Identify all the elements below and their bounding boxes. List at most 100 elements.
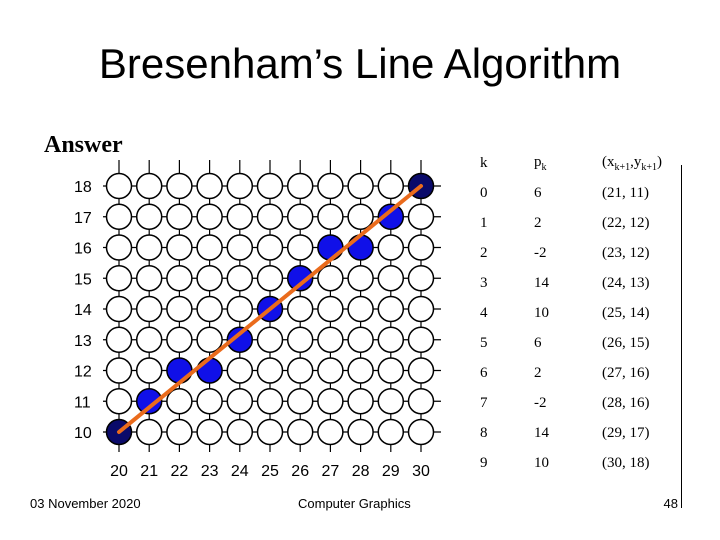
pixel-circle <box>196 172 223 200</box>
cell-point: (30, 18) <box>602 454 650 471</box>
pixel-circle <box>226 357 254 384</box>
pixel-circle <box>196 418 223 446</box>
header-p-sub: k <box>541 161 547 173</box>
y-tick-label: 12 <box>74 364 92 381</box>
cell-p: 10 <box>534 304 549 321</box>
pixel-circle <box>105 357 133 384</box>
header-x: (x <box>602 153 615 170</box>
pixel-circle <box>377 357 405 384</box>
table-row: 6 2 (27, 16) <box>466 358 692 388</box>
pixel-circle <box>105 265 133 292</box>
y-tick-label: 14 <box>74 302 92 319</box>
y-tick-label: 17 <box>74 210 92 227</box>
pixel-circle <box>347 357 374 384</box>
pixel-circle <box>226 295 254 323</box>
pixel-circle <box>256 234 284 261</box>
pixel-circle <box>196 388 223 415</box>
pixel-circle <box>317 357 344 384</box>
cell-p: -2 <box>534 394 547 411</box>
x-tick-label: 29 <box>382 463 400 480</box>
table-row: 1 2 (22, 12) <box>466 208 692 238</box>
pixel-circle <box>377 172 405 200</box>
pixel-circle <box>407 295 435 323</box>
pixel-circle <box>226 234 254 261</box>
pixel-circle <box>317 265 344 292</box>
pixel-circle <box>226 203 254 230</box>
x-tick-label: 23 <box>201 463 219 480</box>
ideal-line <box>117 184 423 434</box>
table-row: 4 10 (25, 14) <box>466 298 692 328</box>
cell-p: 6 <box>534 334 542 351</box>
pixel-circle <box>135 265 163 292</box>
plotted-pixel <box>347 234 374 261</box>
table-row: 2 -2 (23, 12) <box>466 238 692 268</box>
pixel-circle <box>166 295 193 323</box>
pixel-circle <box>407 418 435 446</box>
vertical-divider <box>681 165 682 508</box>
x-tick-label: 21 <box>140 463 158 480</box>
pixel-circle <box>286 295 314 323</box>
cell-p: 2 <box>534 214 542 231</box>
pixel-circle <box>226 418 254 446</box>
pixel-circle <box>166 172 193 200</box>
table-row: 8 14 (29, 17) <box>466 418 692 448</box>
pixel-circle <box>377 418 405 446</box>
pixel-circle <box>407 265 435 292</box>
header-comma-y: ,y <box>630 153 642 170</box>
table-row: 9 10 (30, 18) <box>466 448 692 478</box>
y-tick-label: 15 <box>74 271 92 288</box>
header-k: k <box>480 154 488 171</box>
pixel-circle <box>377 388 405 415</box>
cell-p: 14 <box>534 274 549 291</box>
steps-table: k pk (xk+1,yk+1) 0 6 (21, 11) 1 2 (22, 12) 2 -2… <box>466 148 692 478</box>
pixel-circle <box>105 172 133 200</box>
pixel-circle <box>196 203 223 230</box>
pixel-circle <box>317 295 344 323</box>
pixel-circle <box>317 418 344 446</box>
header-pk: pk <box>524 148 592 178</box>
pixel-circle <box>166 326 193 353</box>
footer-date: 03 November 2020 <box>30 496 141 511</box>
slide-title: Bresenham’s Line Algorithm <box>98 40 622 87</box>
pixel-circle <box>135 326 163 353</box>
x-tick-label: 27 <box>322 463 340 480</box>
plotted-pixel <box>166 357 193 384</box>
footer-course: Computer Graphics <box>298 496 411 511</box>
cell-p: 14 <box>534 424 549 441</box>
header-next-point: (xk+1,yk+1) <box>592 148 692 178</box>
pixel-circle <box>407 234 435 261</box>
pixel-circle <box>135 295 163 323</box>
pixel-circle <box>166 234 193 261</box>
x-tick-label: 20 <box>110 463 128 480</box>
table-row: 0 6 (21, 11) <box>466 178 692 208</box>
pixel-circle <box>196 234 223 261</box>
pixel-circle <box>407 326 435 353</box>
pixel-circle <box>166 265 193 292</box>
pixel-circle <box>135 357 163 384</box>
cell-point: (26, 15) <box>602 334 650 351</box>
x-tick-label: 26 <box>291 463 309 480</box>
plotted-pixel <box>135 388 163 415</box>
pixel-circle <box>286 234 314 261</box>
pixel-circle <box>286 388 314 415</box>
pixel-circle <box>347 295 374 323</box>
header-p: p <box>534 153 542 170</box>
header-y-sub: k+1 <box>641 161 658 173</box>
pixel-circle <box>347 326 374 353</box>
pixel-circle <box>256 265 284 292</box>
header-x-sub: k+1 <box>614 161 631 173</box>
pixel-circle <box>317 326 344 353</box>
table-row: 3 14 (24, 13) <box>466 268 692 298</box>
cell-k: 3 <box>480 274 488 291</box>
pixel-circle <box>347 203 374 230</box>
pixel-circle <box>377 234 405 261</box>
pixel-circle <box>286 357 314 384</box>
pixel-circle <box>196 326 223 353</box>
x-tick-label: 25 <box>261 463 279 480</box>
pixel-circle <box>377 265 405 292</box>
x-tick-label: 22 <box>171 463 189 480</box>
pixel-circle <box>286 326 314 353</box>
pixel-circle <box>377 326 405 353</box>
cell-point: (23, 12) <box>602 244 650 261</box>
